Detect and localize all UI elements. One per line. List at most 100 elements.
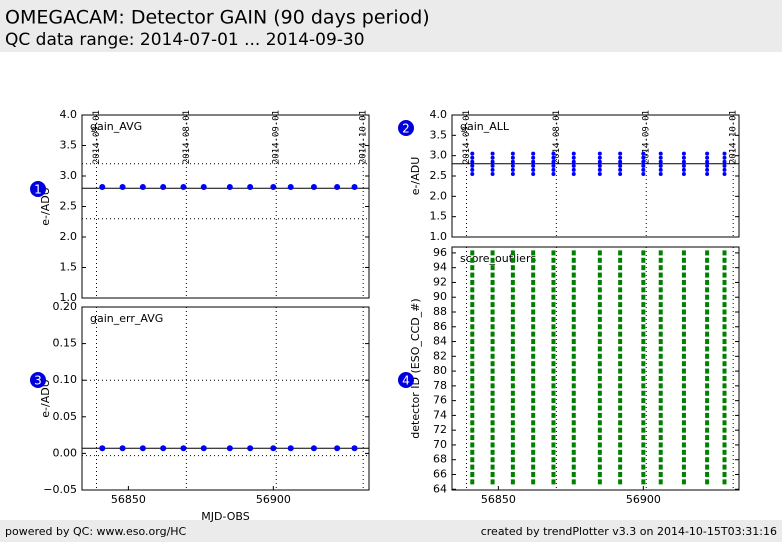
outlier-mark	[705, 339, 710, 345]
outlier-mark	[658, 309, 663, 315]
outlier-mark	[571, 346, 576, 352]
outlier-mark	[618, 287, 623, 293]
point	[334, 445, 341, 452]
outlier-mark	[722, 302, 727, 308]
outlier-mark	[681, 471, 686, 477]
outlier-mark	[470, 471, 475, 477]
outlier-mark	[722, 375, 727, 381]
point	[597, 167, 602, 172]
outlier-mark	[531, 435, 536, 441]
outlier-mark	[470, 287, 475, 293]
outlier-mark	[658, 316, 663, 322]
outlier-mark	[510, 383, 515, 389]
outlier-mark	[705, 405, 710, 411]
point	[470, 151, 475, 156]
point	[510, 171, 515, 176]
point	[571, 155, 576, 160]
outlier-mark	[490, 435, 495, 441]
outlier-mark	[597, 353, 602, 359]
outlier-mark	[722, 405, 727, 411]
outlier-mark	[490, 412, 495, 418]
y-tick-label: 84	[433, 335, 447, 348]
outlier-mark	[658, 265, 663, 271]
outlier-mark	[618, 331, 623, 337]
outlier-mark	[510, 412, 515, 418]
outlier-mark	[470, 464, 475, 470]
point	[531, 155, 536, 160]
outlier-mark	[551, 361, 556, 367]
outlier-mark	[490, 361, 495, 367]
x-tick-label: 56900	[256, 493, 291, 506]
outlier-mark	[470, 346, 475, 352]
outlier-mark	[490, 383, 495, 389]
outlier-mark	[490, 479, 495, 485]
outlier-mark	[618, 361, 623, 367]
outlier-mark	[510, 265, 515, 271]
outlier-mark	[571, 405, 576, 411]
outlier-mark	[641, 398, 646, 404]
outlier-mark	[510, 279, 515, 285]
point	[287, 183, 294, 190]
y-tick-label: 4.0	[430, 108, 448, 121]
badge	[30, 181, 46, 197]
outlier-mark	[470, 324, 475, 330]
outlier-mark	[551, 390, 556, 396]
outlier-mark	[531, 405, 536, 411]
point	[658, 163, 663, 168]
outlier-mark	[658, 272, 663, 278]
outlier-mark	[722, 412, 727, 418]
outlier-mark	[531, 412, 536, 418]
outlier-mark	[510, 375, 515, 381]
point	[681, 151, 686, 156]
outlier-mark	[722, 331, 727, 337]
point	[705, 159, 710, 164]
y-tick-label: 0.00	[53, 446, 78, 459]
y-tick-label: −0.05	[43, 483, 77, 496]
outlier-mark	[597, 324, 602, 330]
outlier-mark	[531, 464, 536, 470]
outlier-mark	[571, 279, 576, 285]
outlier-mark	[658, 339, 663, 345]
point	[618, 155, 623, 160]
point	[247, 445, 254, 452]
outlier-mark	[705, 257, 710, 263]
panel-title: gain_AVG	[90, 120, 142, 133]
date-tick-label: 2014-10-01	[359, 110, 369, 164]
panel-title: gain_err_AVG	[90, 312, 163, 325]
outlier-mark	[597, 427, 602, 433]
outlier-mark	[551, 471, 556, 477]
point	[351, 183, 358, 190]
point	[270, 445, 277, 452]
outlier-mark	[551, 442, 556, 448]
outlier-mark	[490, 287, 495, 293]
point	[658, 151, 663, 156]
outlier-mark	[681, 435, 686, 441]
outlier-mark	[531, 324, 536, 330]
outlier-mark	[705, 464, 710, 470]
point	[658, 167, 663, 172]
point	[99, 445, 106, 452]
outlier-mark	[681, 353, 686, 359]
y-tick-label: 64	[433, 482, 447, 495]
outlier-mark	[490, 464, 495, 470]
outlier-mark	[681, 309, 686, 315]
outlier-mark	[490, 302, 495, 308]
point	[139, 445, 146, 452]
outlier-mark	[470, 272, 475, 278]
date-tick-label: 2014-09-01	[272, 110, 282, 164]
outlier-mark	[618, 316, 623, 322]
outlier-mark	[510, 316, 515, 322]
outlier-mark	[618, 412, 623, 418]
point	[681, 159, 686, 164]
outlier-mark	[618, 390, 623, 396]
outlier-mark	[681, 405, 686, 411]
outlier-mark	[470, 339, 475, 345]
outlier-mark	[641, 265, 646, 271]
y-tick-label: 92	[433, 275, 447, 288]
outlier-mark	[705, 272, 710, 278]
point	[351, 445, 358, 452]
outlier-mark	[641, 302, 646, 308]
y-tick-label: 70	[433, 438, 447, 451]
date-tick-label: 2014-10-01	[729, 110, 739, 164]
outlier-mark	[618, 324, 623, 330]
